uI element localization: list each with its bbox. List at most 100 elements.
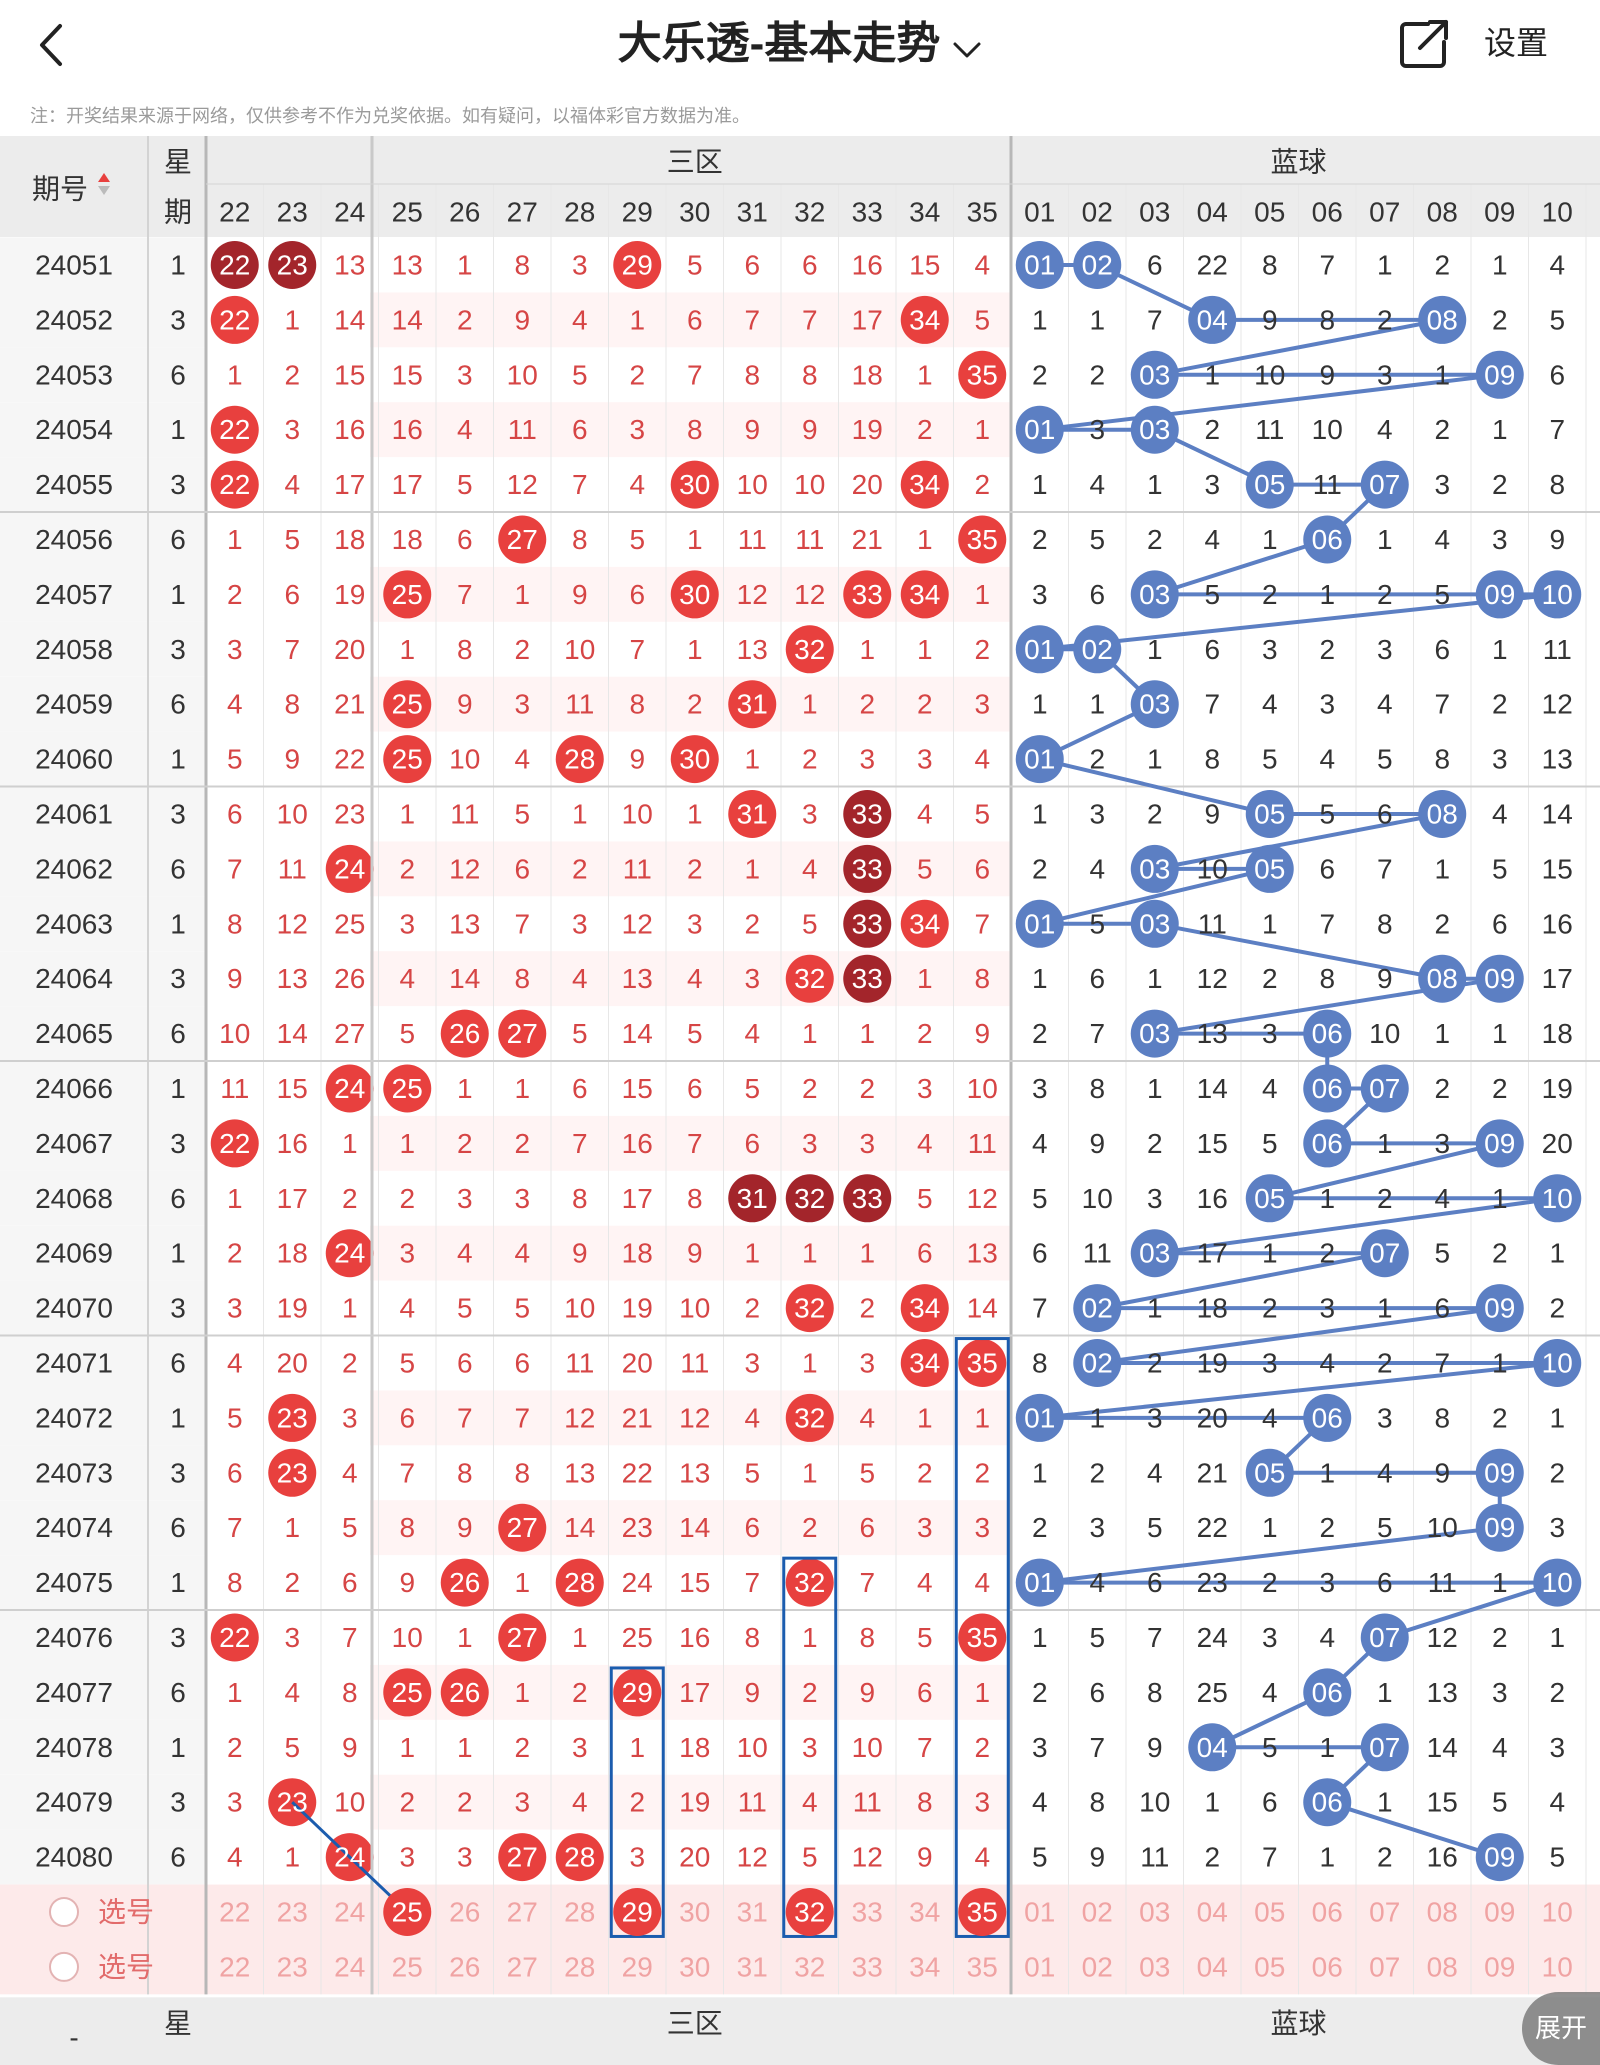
- blue-hit-ball[interactable]: [1130, 844, 1179, 893]
- select-option[interactable]: 08: [1427, 1951, 1458, 1982]
- front-hit-ball[interactable]: [958, 1613, 1007, 1662]
- blue-hit-ball[interactable]: [1360, 1229, 1409, 1278]
- blue-hit-ball[interactable]: [1245, 460, 1294, 509]
- front-hit-ball[interactable]: [900, 1339, 949, 1387]
- select-option[interactable]: 30: [679, 1897, 710, 1928]
- select-option[interactable]: 28: [564, 1897, 595, 1928]
- blue-hit-ball[interactable]: [1130, 405, 1179, 454]
- select-option[interactable]: 05: [1254, 1951, 1285, 1982]
- front-hit-ball[interactable]: [843, 790, 892, 838]
- page-title-dropdown[interactable]: 大乐透-基本走势: [0, 14, 1600, 76]
- blue-hit-ball[interactable]: [1073, 625, 1122, 674]
- selected-ball[interactable]: [613, 1888, 662, 1936]
- selected-number[interactable]: 25: [392, 1897, 423, 1928]
- front-hit-ball[interactable]: [785, 1284, 834, 1333]
- front-hit-ball[interactable]: [383, 1064, 432, 1113]
- select-option[interactable]: 08: [1427, 1897, 1458, 1928]
- blue-hit-ball[interactable]: [1015, 1558, 1064, 1607]
- select-radio[interactable]: [49, 1951, 79, 1982]
- select-option[interactable]: 24: [334, 1897, 365, 1928]
- blue-hit-ball[interactable]: [1475, 1833, 1524, 1882]
- front-hit-ball[interactable]: [785, 1558, 834, 1607]
- select-option[interactable]: 09: [1484, 1897, 1515, 1928]
- select-option[interactable]: 03: [1139, 1897, 1170, 1928]
- issue-header[interactable]: 期号: [32, 174, 88, 205]
- front-hit-ball[interactable]: [268, 241, 317, 289]
- front-hit-ball[interactable]: [268, 1448, 317, 1497]
- blue-hit-ball[interactable]: [1303, 1009, 1352, 1058]
- front-hit-ball[interactable]: [440, 1009, 489, 1058]
- select-option[interactable]: 02: [1082, 1951, 1113, 1982]
- selected-number[interactable]: 35: [967, 1897, 998, 1928]
- front-hit-ball[interactable]: [900, 1284, 949, 1333]
- front-hit-ball[interactable]: [498, 1503, 547, 1552]
- select-option[interactable]: 34: [909, 1951, 940, 1982]
- front-hit-ball[interactable]: [670, 570, 719, 619]
- blue-hit-ball[interactable]: [1475, 570, 1524, 619]
- front-hit-ball[interactable]: [498, 1009, 547, 1058]
- select-option[interactable]: 06: [1312, 1951, 1343, 1982]
- front-hit-ball[interactable]: [785, 625, 834, 674]
- blue-hit-ball[interactable]: [1360, 1064, 1409, 1113]
- expand-button[interactable]: 展开: [1522, 1992, 1600, 2065]
- select-option[interactable]: 09: [1484, 1951, 1515, 1982]
- front-hit-ball[interactable]: [210, 1613, 259, 1662]
- settings-button[interactable]: 设置: [1484, 25, 1549, 61]
- sort-down-icon[interactable]: [98, 186, 110, 195]
- select-option[interactable]: 23: [277, 1897, 308, 1928]
- selected-ball[interactable]: [383, 1888, 432, 1936]
- select-option[interactable]: 31: [737, 1951, 768, 1982]
- blue-hit-ball[interactable]: [1360, 1613, 1409, 1662]
- blue-hit-ball[interactable]: [1533, 1558, 1582, 1607]
- front-hit-ball[interactable]: [498, 1613, 547, 1662]
- select-option[interactable]: 06: [1312, 1897, 1343, 1928]
- blue-hit-ball[interactable]: [1533, 570, 1582, 619]
- front-hit-ball[interactable]: [210, 405, 259, 454]
- select-radio[interactable]: [49, 1897, 79, 1927]
- front-hit-ball[interactable]: [785, 954, 834, 1003]
- select-option[interactable]: 10: [1542, 1951, 1573, 1982]
- blue-hit-ball[interactable]: [1303, 1064, 1352, 1113]
- selected-ball[interactable]: [958, 1888, 1007, 1936]
- front-hit-ball[interactable]: [785, 1174, 834, 1223]
- blue-hit-ball[interactable]: [1475, 1284, 1524, 1333]
- blue-hit-ball[interactable]: [1015, 625, 1064, 674]
- blue-hit-ball[interactable]: [1130, 350, 1179, 399]
- blue-hit-ball[interactable]: [1130, 570, 1179, 619]
- blue-hit-ball[interactable]: [1130, 680, 1179, 729]
- front-hit-ball[interactable]: [843, 899, 892, 948]
- blue-hit-ball[interactable]: [1130, 1009, 1179, 1058]
- front-hit-ball[interactable]: [613, 1668, 662, 1717]
- select-option[interactable]: 10: [1542, 1897, 1573, 1928]
- front-hit-ball[interactable]: [383, 1668, 432, 1717]
- select-option[interactable]: 25: [392, 1951, 423, 1982]
- front-hit-ball[interactable]: [210, 1119, 259, 1168]
- blue-hit-ball[interactable]: [1015, 405, 1064, 454]
- blue-hit-ball[interactable]: [1245, 790, 1294, 838]
- front-hit-ball[interactable]: [498, 1833, 547, 1882]
- front-hit-ball[interactable]: [900, 570, 949, 619]
- select-option[interactable]: 01: [1024, 1897, 1055, 1928]
- front-hit-ball[interactable]: [728, 680, 777, 729]
- share-button[interactable]: [1398, 18, 1450, 70]
- blue-hit-ball[interactable]: [1015, 735, 1064, 784]
- blue-hit-ball[interactable]: [1303, 1778, 1352, 1827]
- select-option[interactable]: 33: [852, 1897, 883, 1928]
- front-hit-ball[interactable]: [900, 295, 949, 344]
- select-option[interactable]: 35: [967, 1951, 998, 1982]
- front-hit-ball[interactable]: [498, 515, 547, 564]
- blue-hit-ball[interactable]: [1418, 954, 1467, 1003]
- front-hit-ball[interactable]: [900, 899, 949, 948]
- blue-hit-ball[interactable]: [1015, 241, 1064, 289]
- blue-hit-ball[interactable]: [1245, 1174, 1294, 1223]
- blue-hit-ball[interactable]: [1015, 1393, 1064, 1442]
- select-option[interactable]: 27: [507, 1897, 538, 1928]
- selected-number[interactable]: 29: [622, 1897, 653, 1928]
- blue-hit-ball[interactable]: [1245, 1448, 1294, 1497]
- front-hit-ball[interactable]: [670, 735, 719, 784]
- front-hit-ball[interactable]: [383, 570, 432, 619]
- select-option[interactable]: 30: [679, 1951, 710, 1982]
- front-hit-ball[interactable]: [843, 954, 892, 1003]
- blue-hit-ball[interactable]: [1073, 241, 1122, 289]
- select-option[interactable]: 31: [737, 1897, 768, 1928]
